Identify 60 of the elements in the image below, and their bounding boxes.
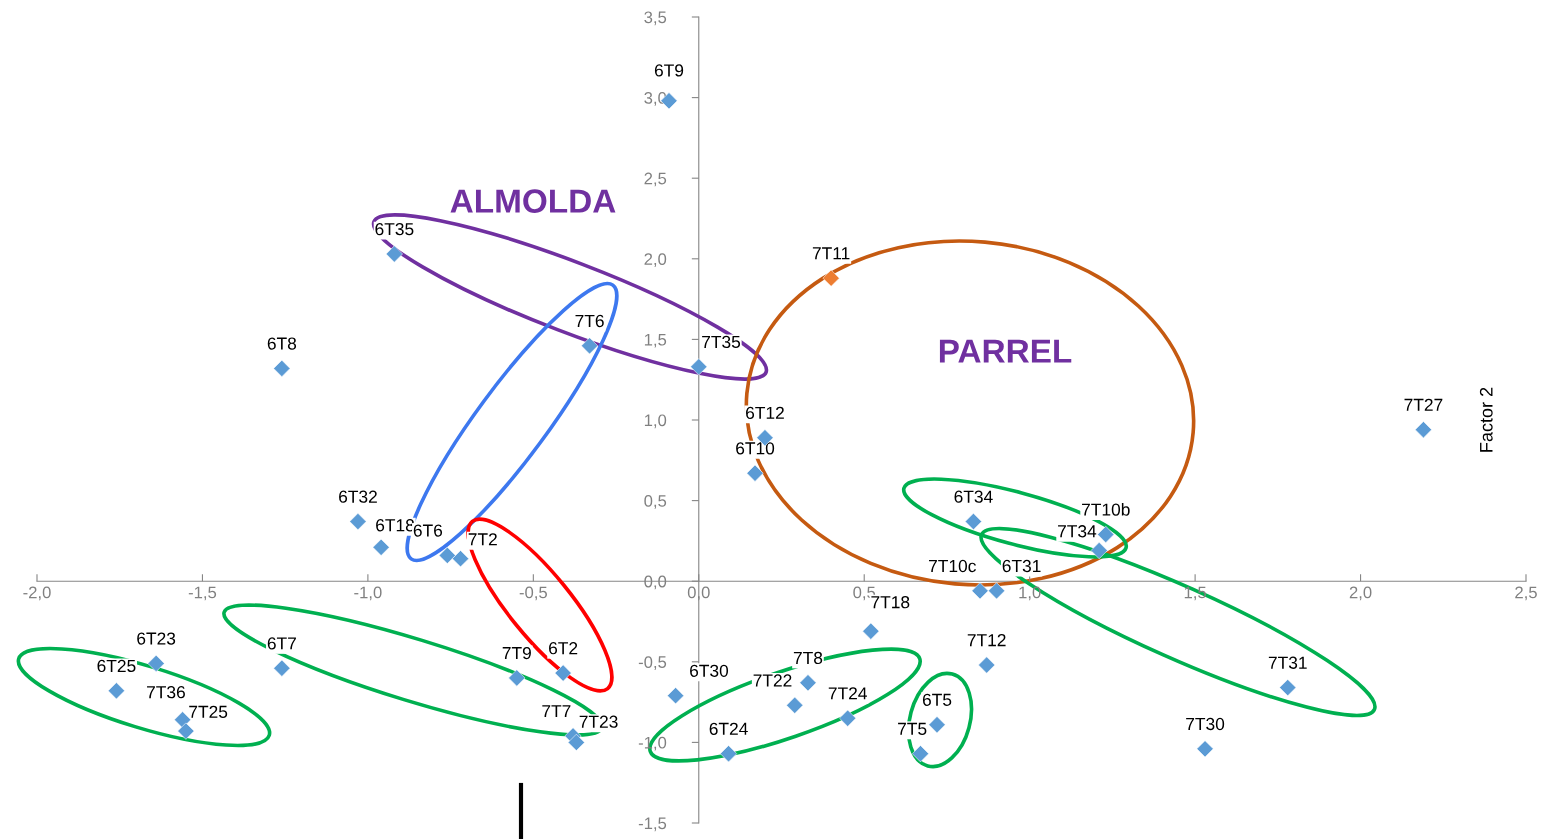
- data-label: 6T34: [954, 490, 993, 503]
- data-label: 7T10b: [1082, 502, 1130, 516]
- data-label: 6T7: [267, 637, 296, 650]
- data-label: 7T36: [147, 686, 185, 699]
- data-label: 6T9: [654, 64, 684, 77]
- data-label: 6T23: [137, 632, 176, 645]
- data-label: 6T32: [339, 490, 377, 503]
- data-label: 7T10c: [929, 559, 976, 573]
- y-tick-label: 0,5: [644, 495, 667, 509]
- data-label: 7T24: [828, 687, 867, 700]
- data-label: 6T35: [375, 222, 414, 236]
- data-label: 7T6: [575, 314, 604, 328]
- data-label: 6T12: [746, 406, 784, 420]
- data-label: 6T30: [690, 664, 729, 677]
- point: [1279, 679, 1297, 697]
- x-tick-label: -2,0: [23, 586, 51, 601]
- y-tick-label: 2,0: [644, 253, 667, 267]
- data-label: 7T34: [1058, 525, 1097, 538]
- data-label: 7T2: [468, 533, 497, 546]
- data-label: 7T27: [1404, 398, 1443, 411]
- data-label: 7T35: [702, 335, 741, 349]
- y-tick-label: -0,5: [638, 656, 667, 670]
- y-tick-label: 1,5: [644, 333, 667, 348]
- data-label: 7T8: [793, 651, 823, 665]
- data-label: 6T25: [97, 659, 136, 673]
- x-tick-label: 1,0: [1019, 586, 1041, 601]
- annotation: ALMOLDA: [450, 189, 616, 213]
- point: [720, 745, 738, 763]
- data-label: 6T18: [376, 519, 415, 532]
- y-tick-label: -1,5: [638, 817, 667, 832]
- y-axis-title: Factor 2: [1479, 387, 1493, 452]
- point: [1097, 525, 1115, 543]
- data-label: 6T6: [413, 524, 443, 537]
- data-label: 6T5: [922, 693, 952, 706]
- data-label: 6T8: [267, 337, 297, 350]
- x-tick-label: -1,0: [354, 586, 382, 601]
- point: [273, 659, 291, 677]
- data-label: 7T7: [542, 705, 571, 718]
- data-label: 7T25: [189, 705, 228, 718]
- data-label: 6T10: [736, 442, 775, 455]
- x-tick-label: 2,0: [1349, 586, 1372, 601]
- data-label: 7T31: [1268, 656, 1307, 669]
- data-label: 7T22: [753, 674, 792, 687]
- data-label: 7T12: [967, 634, 1006, 647]
- x-tick-label: 2,5: [1515, 586, 1537, 601]
- data-label: 6T31: [1002, 559, 1041, 573]
- data-label: 7T9: [502, 646, 531, 660]
- data-label: 6T24: [709, 722, 748, 735]
- y-tick-label: 3,5: [644, 11, 667, 26]
- data-label: 7T5: [898, 722, 927, 735]
- x-tick-label: -1,5: [188, 586, 217, 601]
- x-tick-label: -0,5: [519, 586, 547, 601]
- annotation: PARREL: [939, 339, 1072, 363]
- y-tick-label: 2,5: [644, 172, 667, 187]
- point: [690, 358, 708, 376]
- y-tick-label: 1,0: [644, 414, 667, 429]
- data-label: 7T11: [812, 247, 850, 260]
- data-label: 7T23: [579, 715, 618, 728]
- data-label: 7T30: [1186, 717, 1225, 731]
- data-label: 6T2: [549, 642, 578, 655]
